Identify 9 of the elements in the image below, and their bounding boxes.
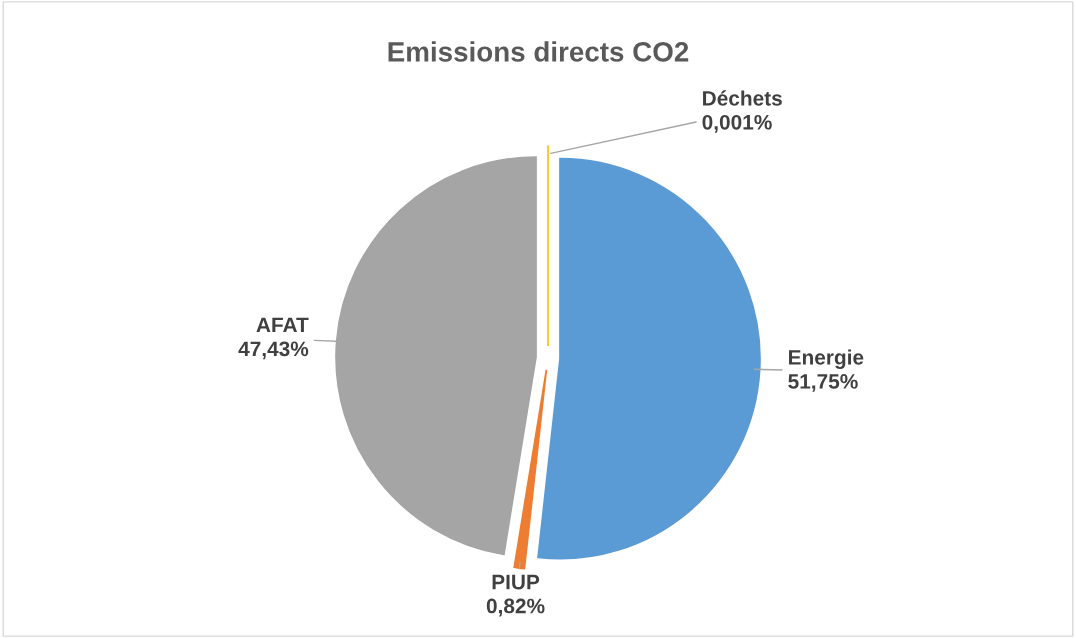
data-label: 51,75% xyxy=(788,374,858,392)
slice-label: AFAT xyxy=(256,317,309,333)
data-label: 0,82% xyxy=(486,598,545,617)
data-label: 47,43% xyxy=(238,341,309,360)
slice-label: Déchets xyxy=(703,90,782,106)
chart-title: Emissions directs CO2 xyxy=(388,41,689,62)
slice-label: PIUP xyxy=(492,574,540,590)
data-label: 0,001% xyxy=(702,114,772,133)
slice-label: Energie xyxy=(789,349,864,369)
